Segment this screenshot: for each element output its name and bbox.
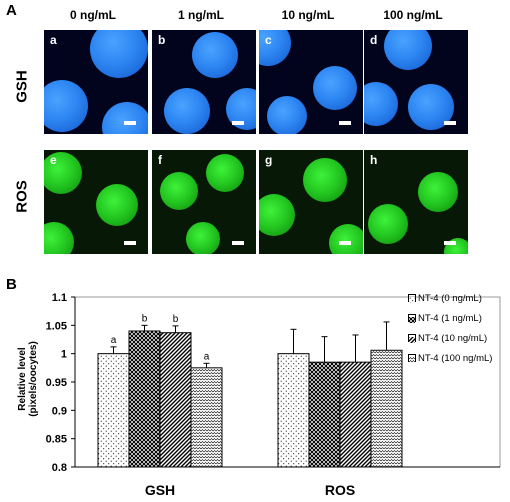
bar: [339, 361, 372, 468]
column-header-0: 0 ng/mL: [69, 8, 116, 22]
panel-b-label: B: [6, 276, 17, 293]
scale-bar: [339, 121, 351, 125]
x-category-label: GSH: [145, 482, 175, 498]
significance-letter: a: [204, 351, 210, 362]
column-header-3: 100 ng/mL: [383, 8, 443, 22]
y-axis-label: Relative level (pixels/oocytes): [17, 341, 39, 417]
bar: [308, 361, 341, 468]
micrograph-a: a: [44, 30, 148, 134]
scale-bar: [444, 121, 456, 125]
micrograph-g: g: [259, 150, 363, 254]
micrograph-label: f: [158, 153, 162, 167]
micrograph-label: b: [158, 33, 166, 47]
bar: [190, 367, 223, 468]
legend-item: NT-4 (10 ng/mL): [408, 328, 492, 348]
bar: [128, 330, 161, 468]
micrograph-label: c: [265, 33, 272, 47]
micrograph-label: d: [370, 33, 378, 47]
chart-legend: NT-4 (0 ng/mL) NT-4 (1 ng/mL) NT-4 (10 n…: [408, 288, 492, 368]
micrograph-label: e: [50, 153, 57, 167]
micrograph-f: f: [152, 150, 256, 254]
significance-letter: b: [142, 313, 148, 324]
legend-item: NT-4 (1 ng/mL): [408, 308, 492, 328]
legend-label: NT-4 (0 ng/mL): [418, 292, 482, 304]
scale-bar: [339, 241, 351, 245]
x-category-label: ROS: [325, 482, 355, 498]
legend-label: NT-4 (100 ng/mL): [418, 352, 493, 364]
significance-letter: b: [173, 314, 179, 325]
legend-item: NT-4 (100 ng/mL): [408, 348, 492, 368]
bar: [277, 353, 310, 468]
y-tick-label: 0.85: [46, 434, 67, 446]
micrograph-label: g: [265, 153, 273, 167]
y-tick-label: 1.05: [46, 320, 67, 332]
y-tick-label: 1: [61, 349, 67, 361]
column-header-1: 1 ng/mL: [177, 8, 224, 22]
micrograph-label: a: [50, 33, 57, 47]
panel-a-label: A: [6, 2, 17, 19]
y-tick-label: 0.8: [52, 462, 67, 474]
scale-bar: [232, 241, 244, 245]
legend-label: NT-4 (1 ng/mL): [418, 312, 482, 324]
micrograph-b: b: [152, 30, 256, 134]
y-tick-label: 1.1: [52, 292, 67, 304]
micrograph-d: d: [364, 30, 468, 134]
legend-item: NT-4 (0 ng/mL): [408, 288, 492, 308]
significance-letter: a: [111, 335, 117, 346]
scale-bar: [124, 241, 136, 245]
micrograph-e: e: [44, 150, 148, 254]
scale-bar: [444, 241, 456, 245]
legend-label: NT-4 (10 ng/mL): [418, 332, 488, 344]
y-tick-label: 0.95: [46, 377, 67, 389]
micrograph-label: h: [370, 153, 378, 167]
scale-bar: [124, 121, 136, 125]
scale-bar: [232, 121, 244, 125]
column-header-2: 10 ng/mL: [281, 8, 335, 22]
bar: [97, 353, 130, 468]
bar: [159, 332, 192, 468]
y-tick-label: 0.9: [52, 405, 67, 417]
bar: [370, 349, 403, 468]
micrograph-c: c: [259, 30, 363, 134]
micrograph-h: h: [364, 150, 468, 254]
